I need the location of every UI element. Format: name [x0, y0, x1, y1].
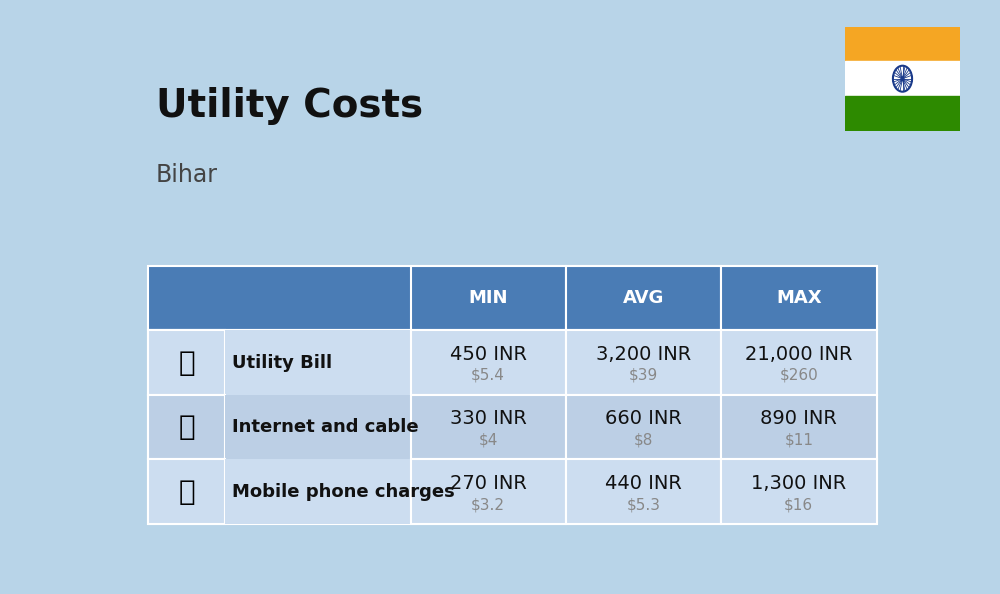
Text: 📱: 📱 [178, 478, 195, 505]
Text: $39: $39 [629, 368, 658, 383]
FancyBboxPatch shape [721, 460, 877, 524]
Text: Bihar: Bihar [156, 163, 218, 187]
Text: MAX: MAX [776, 289, 822, 307]
FancyBboxPatch shape [148, 460, 225, 524]
FancyBboxPatch shape [225, 330, 411, 395]
FancyBboxPatch shape [721, 395, 877, 460]
Bar [845, 61, 960, 96]
FancyBboxPatch shape [411, 460, 566, 524]
Text: 450 INR: 450 INR [450, 345, 527, 364]
Text: Internet and cable: Internet and cable [232, 418, 419, 436]
Text: $3.2: $3.2 [471, 497, 505, 512]
Text: 1,300 INR: 1,300 INR [751, 474, 846, 493]
Text: $16: $16 [784, 497, 813, 512]
FancyBboxPatch shape [148, 330, 225, 395]
Text: $11: $11 [784, 432, 813, 448]
Text: $5.3: $5.3 [626, 497, 660, 512]
FancyBboxPatch shape [148, 330, 877, 395]
FancyBboxPatch shape [566, 395, 721, 460]
FancyBboxPatch shape [225, 395, 411, 460]
Text: $4: $4 [478, 432, 498, 448]
FancyBboxPatch shape [411, 395, 566, 460]
FancyBboxPatch shape [411, 266, 566, 330]
FancyBboxPatch shape [721, 266, 877, 330]
Text: 440 INR: 440 INR [605, 474, 682, 493]
Text: 270 INR: 270 INR [450, 474, 527, 493]
Circle shape [901, 77, 904, 81]
Text: Mobile phone charges: Mobile phone charges [232, 483, 455, 501]
FancyBboxPatch shape [566, 460, 721, 524]
Text: $8: $8 [634, 432, 653, 448]
Text: Utility Costs: Utility Costs [156, 87, 423, 125]
FancyBboxPatch shape [148, 460, 877, 524]
Bar [845, 27, 960, 61]
FancyBboxPatch shape [148, 395, 225, 460]
FancyBboxPatch shape [148, 266, 877, 330]
FancyBboxPatch shape [411, 330, 566, 395]
Text: 3,200 INR: 3,200 INR [596, 345, 691, 364]
FancyBboxPatch shape [566, 266, 721, 330]
Text: 🔌: 🔌 [178, 349, 195, 377]
Text: 890 INR: 890 INR [760, 409, 837, 428]
FancyBboxPatch shape [721, 330, 877, 395]
Text: AVG: AVG [623, 289, 664, 307]
Text: 660 INR: 660 INR [605, 409, 682, 428]
Text: Utility Bill: Utility Bill [232, 353, 333, 372]
Text: $260: $260 [779, 368, 818, 383]
Text: 📶: 📶 [178, 413, 195, 441]
Text: 330 INR: 330 INR [450, 409, 527, 428]
FancyBboxPatch shape [566, 330, 721, 395]
FancyBboxPatch shape [225, 460, 411, 524]
Text: MIN: MIN [468, 289, 508, 307]
Text: $5.4: $5.4 [471, 368, 505, 383]
Text: 21,000 INR: 21,000 INR [745, 345, 853, 364]
FancyBboxPatch shape [148, 395, 877, 460]
Bar [845, 96, 960, 131]
